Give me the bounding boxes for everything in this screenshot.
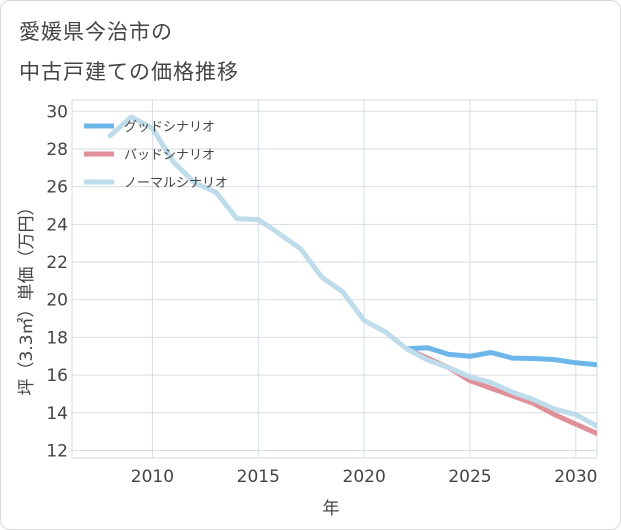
tick-labels: 2010 2015 2020 2025 2030 12 14 16 18 20 22 24 26 28 30 [46,102,597,487]
legend-label-1: バッドシナリオ [124,148,215,163]
x-tick-label: 2025 [448,467,491,487]
x-tick-label: 2010 [131,467,174,487]
y-tick-label: 26 [46,178,68,198]
x-tick-label: 2015 [237,467,280,487]
y-tick-label: 14 [46,404,68,424]
y-tick-label: 30 [46,102,68,122]
legend-label-2: ノーマルシナリオ [124,176,228,191]
series-line-2 [107,114,597,429]
x-tick-label: 2030 [554,467,597,487]
y-tick-label: 22 [46,253,68,273]
y-tick-label: 20 [46,291,68,311]
chart-title-line2: 中古戸建ての価格推移 [19,60,239,84]
x-tick-label: 2020 [343,467,386,487]
y-tick-label: 18 [46,328,68,348]
y-axis-title: 坪（3.3㎡）単価（万円） [17,198,37,395]
series-line-0 [404,345,597,368]
y-tick-label: 24 [46,215,68,235]
legend-label-0: グッドシナリオ [124,120,215,135]
plot-frame [71,99,598,459]
x-axis-title: 年 [323,499,340,519]
y-tick-label: 16 [46,366,68,386]
y-tick-label: 28 [46,140,68,160]
series-layer [107,114,597,436]
chart-title-line1: 愛媛県今治市の [19,20,173,44]
y-tick-label: 12 [46,441,68,461]
grid [71,99,598,459]
